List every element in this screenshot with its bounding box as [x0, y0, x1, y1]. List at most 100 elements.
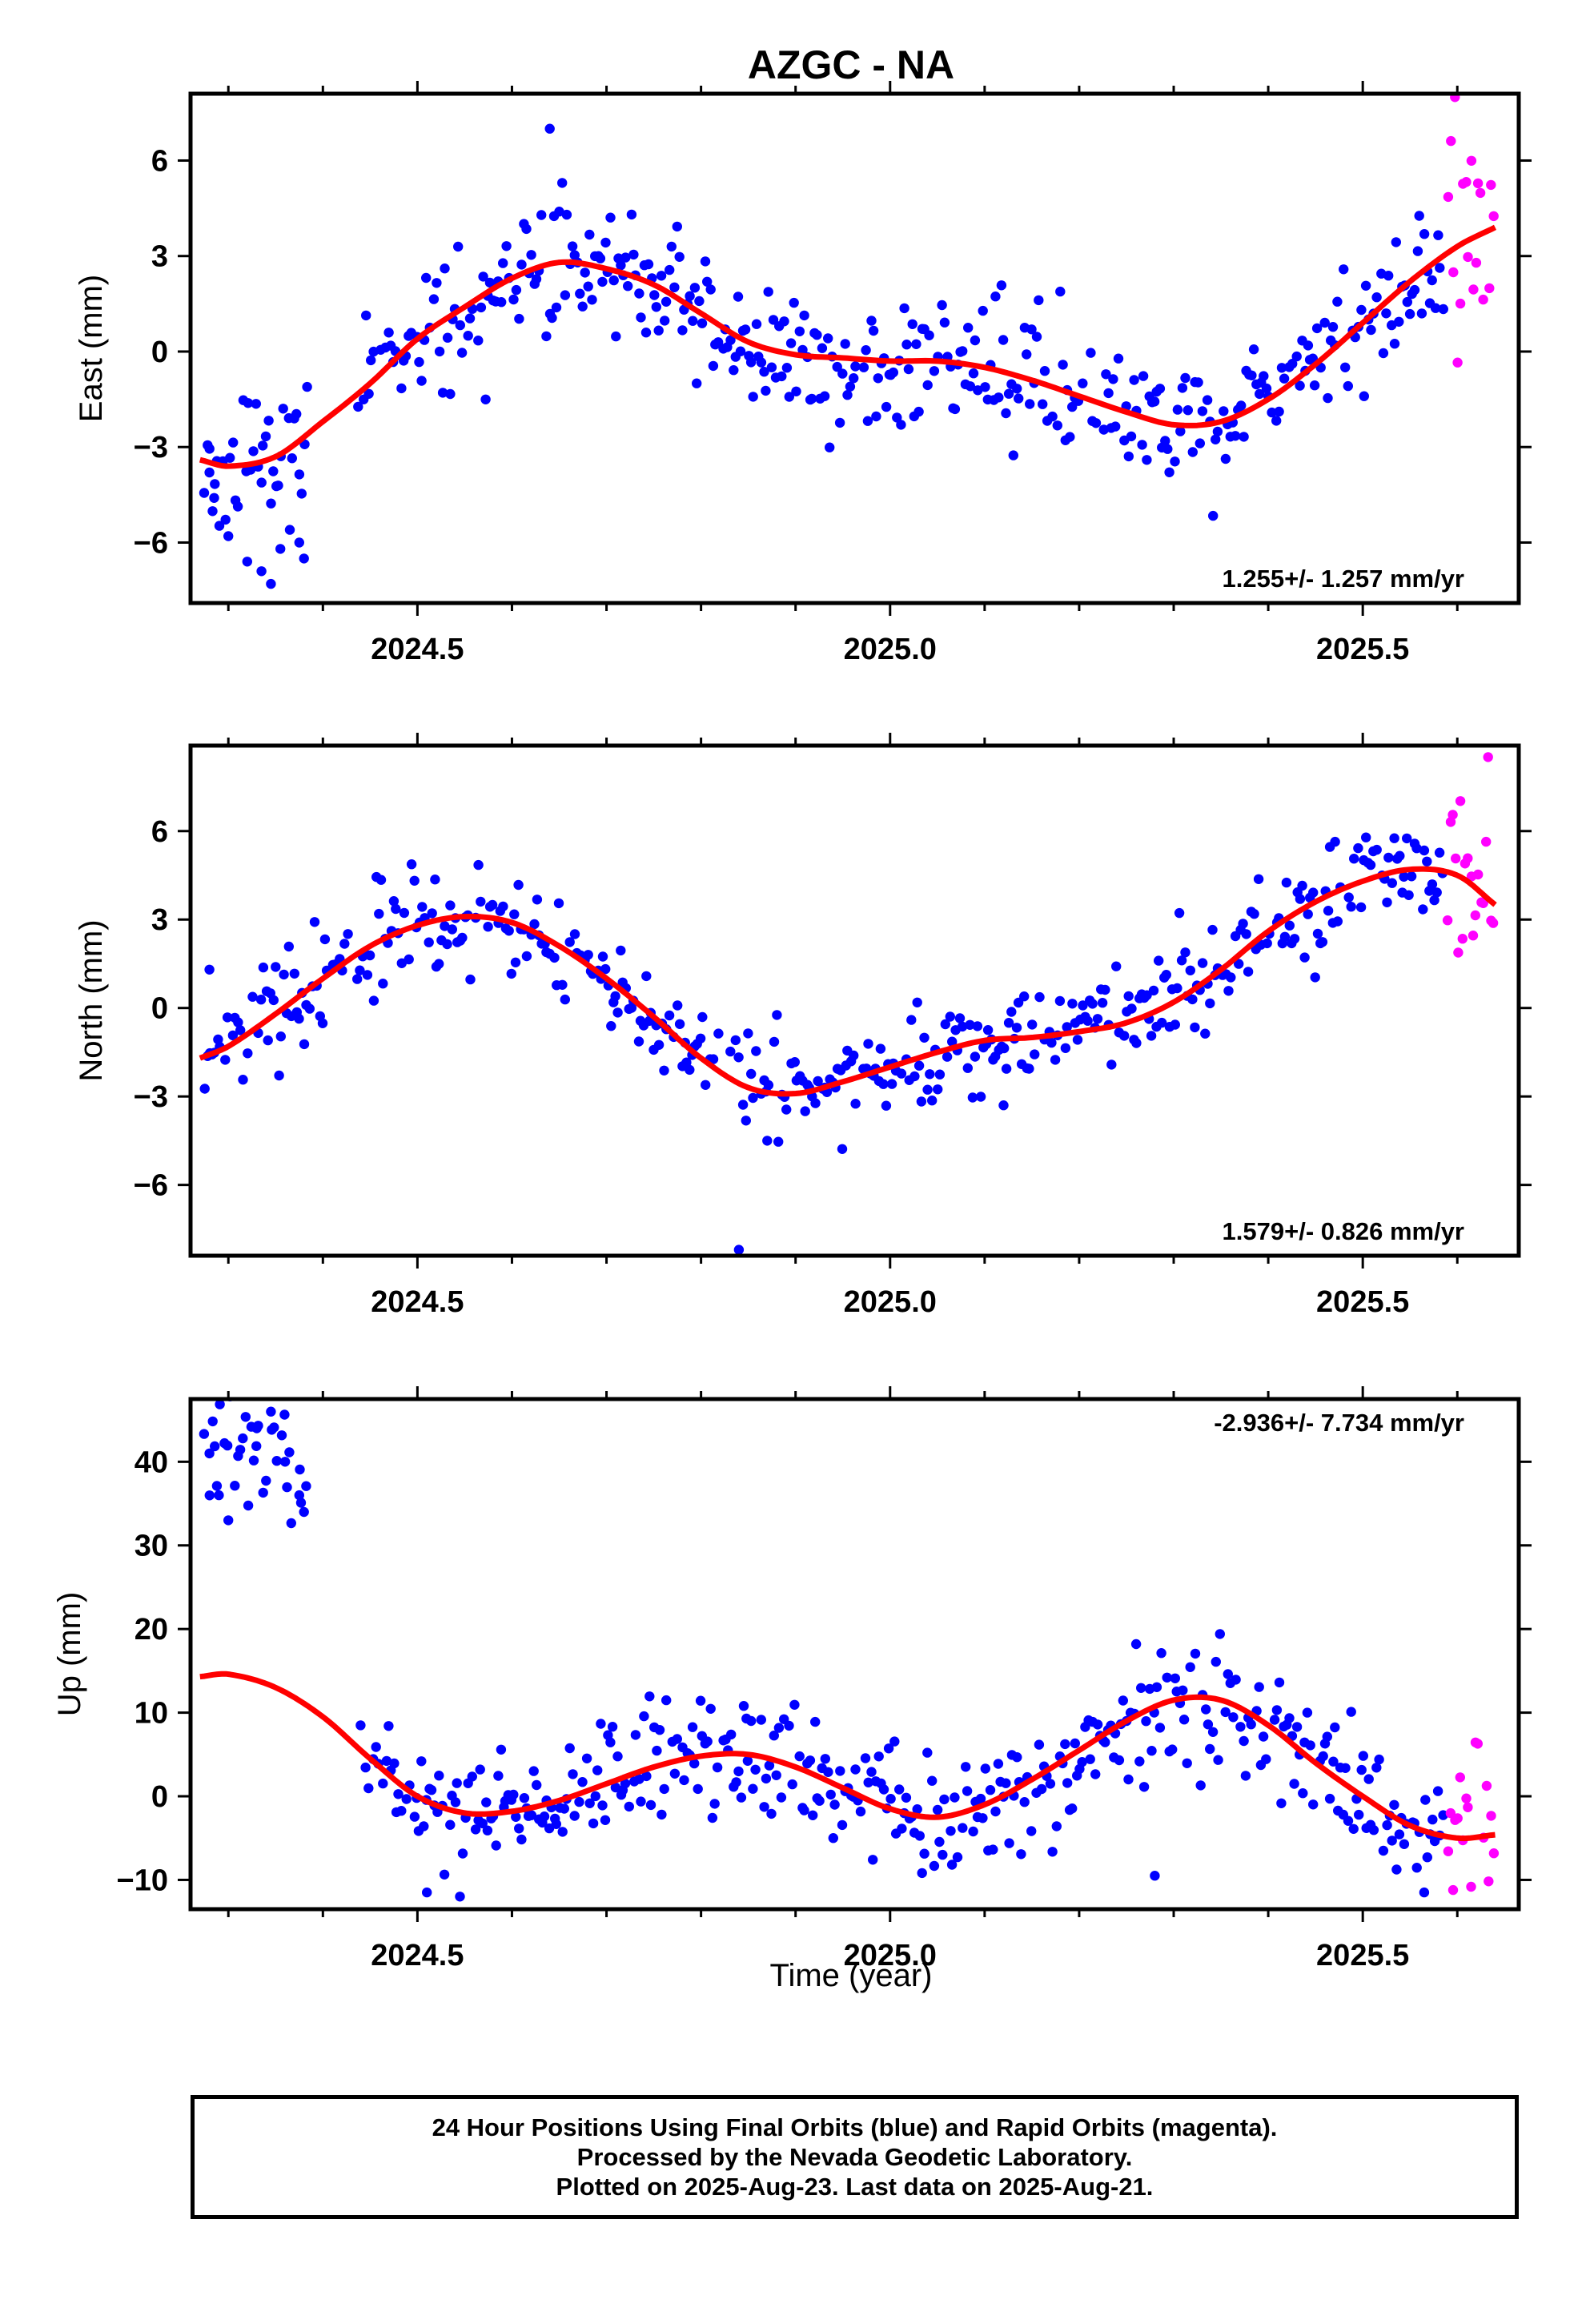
east-final-point [266, 498, 276, 509]
up-final-point [251, 1423, 262, 1433]
north-final-point [1170, 1019, 1181, 1030]
north-final-point [922, 1084, 933, 1095]
east-final-point [623, 281, 633, 292]
east-final-point [649, 290, 660, 300]
north-final-point [1050, 1055, 1061, 1065]
east-final-point [692, 378, 702, 388]
east-final-point [228, 437, 239, 448]
up-final-point [1178, 1685, 1188, 1695]
up-final-point [607, 1722, 618, 1732]
east-final-point [437, 388, 448, 398]
north-final-point [769, 1036, 780, 1047]
east-final-point [1230, 431, 1241, 441]
east-final-point [421, 272, 432, 283]
up-final-point [482, 1825, 493, 1835]
north-final-point [781, 1104, 792, 1115]
east-final-point [781, 363, 793, 373]
east-final-point [551, 302, 562, 313]
north-final-point [741, 1116, 751, 1126]
up-final-point [1211, 1656, 1222, 1667]
north-final-point [1011, 1023, 1022, 1033]
north-final-point [1078, 1000, 1088, 1011]
north-rapid-point [1483, 752, 1493, 762]
east-final-point [1279, 373, 1290, 384]
east-final-point [428, 294, 440, 304]
east-final-point [1008, 450, 1019, 460]
up-y-tick-label: 30 [135, 1530, 168, 1563]
east-final-point [416, 376, 427, 386]
up-rapid-point [1461, 1793, 1472, 1803]
north-final-point [1403, 890, 1414, 901]
north-final-point [1180, 947, 1191, 958]
north-final-point [1389, 833, 1399, 843]
north-rapid-point [1470, 910, 1481, 921]
north-final-point [447, 924, 457, 935]
north-rapid-point [1481, 836, 1492, 847]
east-final-point [998, 335, 1009, 345]
east-final-point [204, 467, 215, 478]
north-final-point [1383, 852, 1394, 863]
figure-title: AZGC - NA [748, 42, 954, 87]
east-final-point [498, 258, 508, 268]
north-final-point [606, 1021, 616, 1031]
east-final-point [214, 521, 225, 531]
up-final-point [551, 1819, 561, 1829]
east-final-point [268, 466, 279, 476]
up-final-point [764, 1760, 775, 1771]
east-final-point [1142, 455, 1152, 465]
east-final-point [837, 368, 848, 379]
north-final-point [1054, 995, 1066, 1007]
north-final-point [487, 899, 498, 911]
north-x-tick-label: 2025.5 [1316, 1285, 1409, 1319]
east-final-point [1187, 447, 1199, 457]
up-final-point [672, 1734, 682, 1744]
north-final-point [813, 1076, 823, 1087]
up-final-point [577, 1777, 588, 1787]
up-x-tick-label: 2025.5 [1316, 1939, 1409, 1972]
up-final-point [475, 1764, 485, 1775]
north-velocity-annotation: 1.579+/- 0.826 mm/yr [1223, 1217, 1464, 1245]
up-final-point [1291, 1722, 1303, 1732]
north-final-point [1353, 842, 1363, 854]
east-final-point [660, 316, 670, 326]
up-final-point [1118, 1695, 1129, 1706]
north-final-point [1241, 929, 1251, 939]
up-final-point [1419, 1887, 1430, 1898]
up-final-point [850, 1764, 861, 1775]
east-final-point [740, 324, 751, 335]
north-rapid-point [1463, 853, 1473, 863]
up-final-point [1432, 1786, 1443, 1796]
north-final-point [199, 1084, 210, 1094]
north-final-point [789, 1057, 800, 1068]
north-final-point [352, 974, 363, 984]
up-final-point [687, 1722, 698, 1732]
north-rapid-point [1488, 918, 1499, 928]
caption-line-3: Plotted on 2025-Aug-23. Last data on 202… [556, 2173, 1154, 2201]
up-final-point [1004, 1838, 1014, 1848]
east-rapid-point [1443, 191, 1454, 203]
north-final-point [222, 1012, 233, 1023]
east-velocity-annotation: 1.255+/- 1.257 mm/yr [1223, 565, 1464, 593]
north-final-point [378, 979, 388, 989]
north-final-point [965, 1019, 975, 1031]
up-final-point [605, 1737, 616, 1747]
east-final-point [353, 401, 363, 412]
east-final-point [636, 312, 646, 323]
east-final-point [968, 368, 979, 379]
up-final-point [1090, 1769, 1101, 1779]
up-final-point [1254, 1682, 1264, 1692]
up-final-point [1223, 1669, 1234, 1679]
east-final-point [674, 251, 685, 262]
up-final-point [204, 1490, 215, 1501]
east-final-point [1383, 271, 1394, 281]
east-rapid-point [1463, 251, 1473, 263]
east-final-point [1219, 406, 1229, 416]
north-final-point [430, 875, 440, 885]
east-y-tick-label: −6 [134, 526, 168, 560]
up-final-point [652, 1745, 662, 1756]
east-final-point [1177, 383, 1188, 393]
east-final-point [580, 267, 590, 278]
up-final-point [210, 1441, 220, 1452]
north-final-point [1001, 1063, 1012, 1074]
east-final-point [567, 241, 578, 251]
